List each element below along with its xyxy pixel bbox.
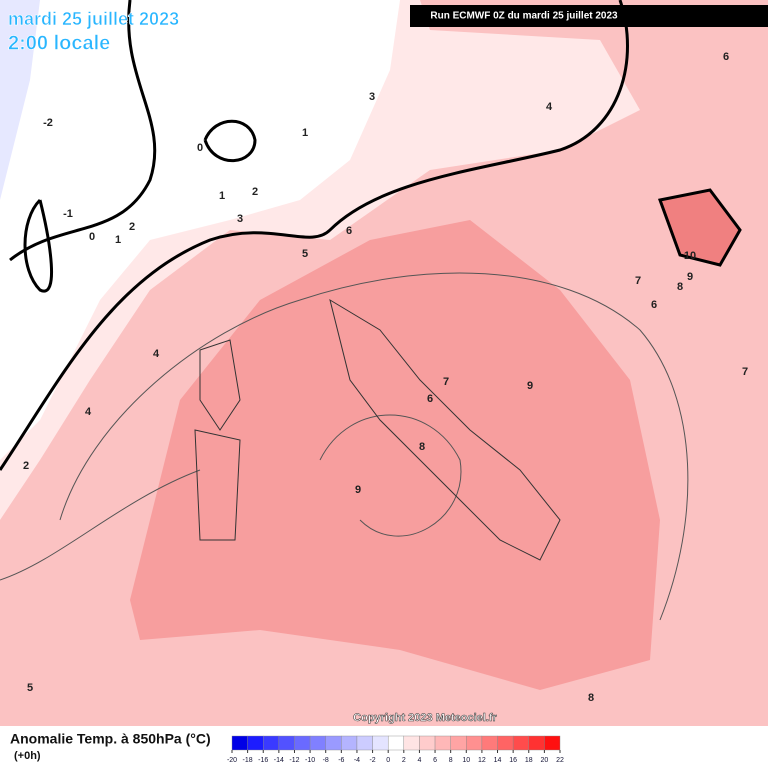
contour-label: 1 bbox=[219, 190, 225, 202]
contour-line bbox=[9, 0, 157, 262]
run-info: Run ECMWF 0Z du mardi 25 juillet 2023 bbox=[430, 11, 618, 22]
contour-label: 6 bbox=[651, 299, 657, 311]
contour-label: 2 bbox=[129, 221, 135, 233]
coastline bbox=[329, 298, 561, 561]
coastline bbox=[194, 339, 241, 541]
contour-label: 4 bbox=[546, 101, 553, 113]
contour-label: 5 bbox=[27, 682, 33, 694]
scale-tick-label: 0 bbox=[386, 757, 390, 764]
scale-swatch bbox=[403, 735, 420, 751]
contour-label: 6 bbox=[723, 51, 729, 63]
scale-swatch bbox=[450, 735, 467, 751]
scale-swatch bbox=[263, 735, 280, 751]
scale-tick-label: -8 bbox=[323, 757, 329, 764]
warm-zone bbox=[130, 220, 660, 690]
contour-label: 1 bbox=[302, 127, 308, 139]
scale-swatch bbox=[325, 735, 342, 751]
contour-label: 0 bbox=[89, 231, 95, 243]
contour-label: 3 bbox=[237, 213, 243, 225]
contour-label: 1 bbox=[115, 234, 121, 246]
scale-swatch bbox=[434, 735, 451, 751]
scale-tick-label: -4 bbox=[354, 757, 360, 764]
contour-label: 2 bbox=[252, 186, 258, 198]
contour-label: 6 bbox=[427, 393, 433, 405]
color-scale: -20 -18 -16 -14 -12 -10 -8 -6 -4 -2 0 2 4 6 8 10 12 14 16 1… bbox=[227, 735, 564, 764]
scale-tick-label: 16 bbox=[509, 757, 517, 764]
scale-swatch bbox=[497, 735, 514, 751]
warm-core bbox=[657, 188, 742, 267]
contour-label: 8 bbox=[677, 281, 683, 293]
scale-swatch bbox=[372, 735, 389, 751]
scale-tick-label: -16 bbox=[258, 757, 268, 764]
contour-label: 9 bbox=[687, 271, 693, 283]
white-zone bbox=[0, 0, 400, 460]
scale-swatch bbox=[544, 735, 561, 751]
scale-tick-label: 18 bbox=[525, 757, 533, 764]
contour-label: 0 bbox=[197, 142, 203, 154]
scale-tick-label: -14 bbox=[274, 757, 284, 764]
contour-label: 7 bbox=[742, 366, 748, 378]
scale-tick-label: -10 bbox=[305, 757, 315, 764]
scale-tick-label: 14 bbox=[494, 757, 502, 764]
contour-label: 4 bbox=[85, 406, 92, 418]
scale-tick-label: 20 bbox=[540, 757, 548, 764]
run-banner bbox=[410, 5, 768, 27]
contour-label: 5 bbox=[302, 248, 308, 260]
scale-swatch bbox=[387, 735, 405, 751]
contour-label: -1 bbox=[63, 208, 73, 220]
scale-swatch bbox=[341, 735, 358, 751]
contour-label: -2 bbox=[43, 117, 53, 129]
contour-label: 4 bbox=[153, 348, 160, 360]
scale-swatch bbox=[512, 735, 529, 751]
contour-line bbox=[59, 272, 689, 621]
scale-tick-label: 4 bbox=[417, 757, 421, 764]
cold-zone bbox=[0, 0, 40, 200]
scale-swatch bbox=[528, 735, 545, 751]
forecast-step: (+0h) bbox=[14, 750, 41, 762]
scale-tick-label: -2 bbox=[369, 757, 375, 764]
scale-tick-label: -12 bbox=[289, 757, 299, 764]
contour-label: 9 bbox=[355, 484, 361, 496]
scale-tick-label: 2 bbox=[402, 757, 406, 764]
contour-label: 8 bbox=[588, 692, 594, 704]
scale-swatch bbox=[419, 735, 436, 751]
scale-swatch bbox=[294, 735, 311, 751]
scale-swatch bbox=[309, 735, 326, 751]
contour-label: 10 bbox=[684, 250, 696, 262]
contour-line bbox=[0, 0, 629, 471]
scale-tick-label: 22 bbox=[556, 757, 564, 764]
scale-swatch bbox=[278, 735, 295, 751]
contour-label: 8 bbox=[419, 441, 425, 453]
contour-label: 7 bbox=[443, 376, 449, 388]
contour-label: 3 bbox=[369, 91, 375, 103]
scale-tick-label: -6 bbox=[338, 757, 344, 764]
scale-swatch bbox=[231, 735, 248, 751]
time: 2:00 locale bbox=[8, 32, 110, 54]
scale-tick-label: -18 bbox=[243, 757, 253, 764]
scale-tick-label: 6 bbox=[433, 757, 437, 764]
legend-title: Anomalie Temp. à 850hPa (°C) bbox=[10, 731, 211, 747]
copyright: Copyright 2023 Meteociel.fr bbox=[353, 712, 497, 724]
scale-tick-label: 8 bbox=[449, 757, 453, 764]
date: mardi 25 juillet 2023 bbox=[8, 9, 179, 29]
scale-tick-label: -20 bbox=[227, 757, 237, 764]
scale-swatch bbox=[481, 735, 498, 751]
contour-label: 6 bbox=[346, 225, 352, 237]
contour-line bbox=[203, 119, 257, 163]
scale-swatch bbox=[466, 735, 483, 751]
contour-line bbox=[0, 414, 462, 581]
contour-label: 9 bbox=[527, 380, 533, 392]
contour-label: 2 bbox=[23, 460, 29, 472]
scale-swatch bbox=[356, 735, 373, 751]
scale-swatch bbox=[247, 735, 264, 751]
scale-tick-label: 12 bbox=[478, 757, 486, 764]
contour-label: 7 bbox=[635, 275, 641, 287]
scale-tick-label: 10 bbox=[462, 757, 470, 764]
